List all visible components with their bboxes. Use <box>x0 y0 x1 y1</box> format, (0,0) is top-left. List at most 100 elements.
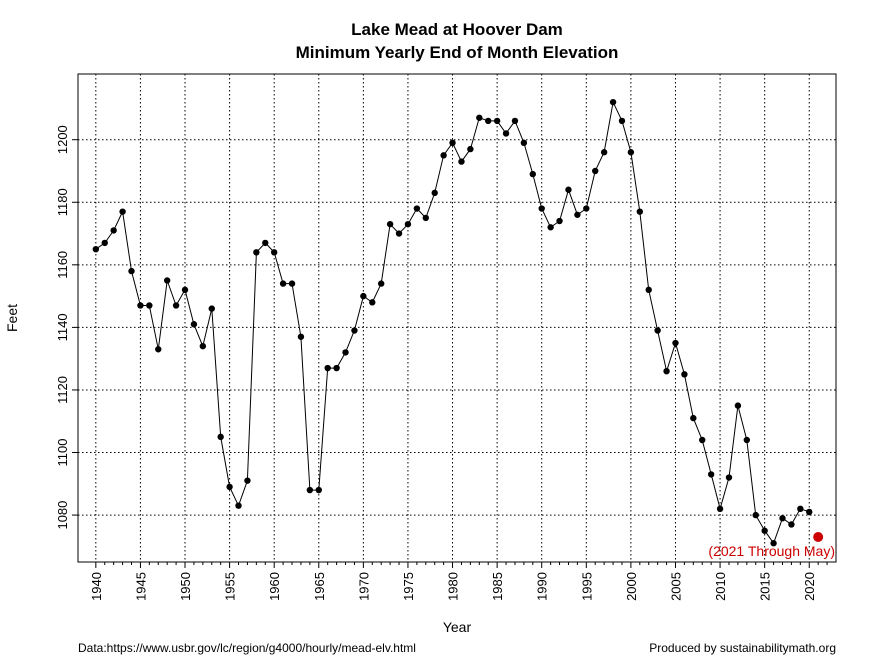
x-tick-label: 1945 <box>133 572 148 601</box>
data-point <box>725 474 733 481</box>
data-point <box>235 502 242 509</box>
data-point <box>440 152 447 159</box>
x-tick-label: 1985 <box>490 572 505 601</box>
data-point <box>315 486 322 494</box>
y-tick-label: 1080 <box>55 501 70 530</box>
x-tick-label: 1940 <box>89 572 104 601</box>
chart-subtitle: Minimum Yearly End of Month Elevation <box>296 43 619 62</box>
data-point <box>155 346 162 353</box>
data-point <box>476 114 483 121</box>
x-tick-label: 2015 <box>758 572 773 601</box>
data-point <box>574 211 581 218</box>
data-point <box>324 364 331 372</box>
y-axis-label: Feet <box>4 304 20 332</box>
data-point <box>190 321 198 328</box>
data-point <box>253 249 260 256</box>
data-point <box>208 305 215 312</box>
data-point <box>556 217 563 225</box>
x-tick-label: 2000 <box>624 572 639 601</box>
data-point <box>199 342 207 350</box>
data-point <box>244 477 251 484</box>
data-point <box>422 214 429 222</box>
data-point <box>806 508 813 516</box>
data-point <box>690 414 697 422</box>
data-point <box>609 98 617 106</box>
data-point <box>511 117 519 125</box>
data-point-2021 <box>813 531 824 542</box>
data-point <box>645 286 652 294</box>
x-tick-label: 1980 <box>446 572 461 601</box>
x-tick-label: 1950 <box>178 572 193 601</box>
x-tick-label: 1995 <box>579 572 594 601</box>
annotation-2021: (2021 Through May) <box>708 543 835 559</box>
data-point <box>386 220 394 228</box>
data-point <box>716 505 724 513</box>
data-point <box>342 349 349 356</box>
data-point <box>181 286 189 294</box>
x-axis-label: Year <box>443 619 472 635</box>
data-point <box>101 239 108 247</box>
data-point <box>672 339 679 347</box>
data-point <box>770 540 777 547</box>
data-point <box>279 280 287 287</box>
data-point <box>146 302 153 309</box>
x-tick-label: 1955 <box>223 572 238 601</box>
data-point <box>431 189 438 197</box>
data-point <box>681 371 688 378</box>
x-tick-label: 1975 <box>401 572 416 601</box>
data-point <box>654 327 661 334</box>
x-tick-label: 2010 <box>713 572 728 601</box>
data-point <box>119 208 126 215</box>
data-point <box>797 505 804 513</box>
y-tick-label: 1120 <box>55 376 70 404</box>
data-point <box>592 167 599 175</box>
data-point <box>306 486 314 494</box>
data-point <box>217 433 224 441</box>
series <box>92 98 824 547</box>
data-point <box>565 186 572 193</box>
data-point <box>369 299 376 306</box>
y-tick-label: 1100 <box>55 439 70 467</box>
data-point <box>734 402 742 409</box>
data-point <box>752 511 759 519</box>
data-point <box>378 280 385 287</box>
data-point <box>449 139 456 147</box>
data-point <box>413 205 421 212</box>
data-point <box>172 302 180 309</box>
data-point <box>707 471 715 478</box>
data-point <box>360 292 367 300</box>
data-point <box>636 208 644 215</box>
data-point <box>520 139 528 147</box>
footer-credit: Produced by sustainabilitymath.org <box>649 641 836 655</box>
footer-source: Data:https://www.usbr.gov/lc/region/g400… <box>78 641 416 655</box>
data-point <box>600 149 608 156</box>
data-point <box>502 130 510 137</box>
data-point <box>538 205 545 212</box>
x-tick-label: 2005 <box>668 572 683 601</box>
data-point <box>351 327 358 334</box>
x-tick-label: 1960 <box>267 572 282 601</box>
chart-title: Lake Mead at Hoover Dam <box>351 20 563 39</box>
data-point <box>467 145 474 153</box>
y-tick-label: 1200 <box>55 125 70 154</box>
x-tick-label: 2020 <box>802 572 817 601</box>
data-point <box>333 364 340 372</box>
data-point <box>270 249 278 256</box>
x-tick-label: 1990 <box>535 572 550 601</box>
y-tick-label: 1180 <box>55 188 70 216</box>
data-point <box>547 224 554 231</box>
data-point <box>288 280 296 287</box>
data-point <box>395 230 403 237</box>
data-point <box>779 515 786 522</box>
data-point <box>663 367 670 375</box>
y-tick-label: 1140 <box>55 313 70 341</box>
data-point <box>583 205 590 212</box>
axes: 1940 1945 1950 1955 1960 1965 1970 1975 1980 1985… <box>55 125 828 601</box>
data-point <box>128 267 135 275</box>
data-point <box>529 170 536 178</box>
data-point <box>92 245 100 253</box>
plot-frame <box>77 73 837 563</box>
data-point <box>493 117 501 125</box>
data-point <box>485 117 492 125</box>
x-tick-label: 1965 <box>312 572 327 601</box>
